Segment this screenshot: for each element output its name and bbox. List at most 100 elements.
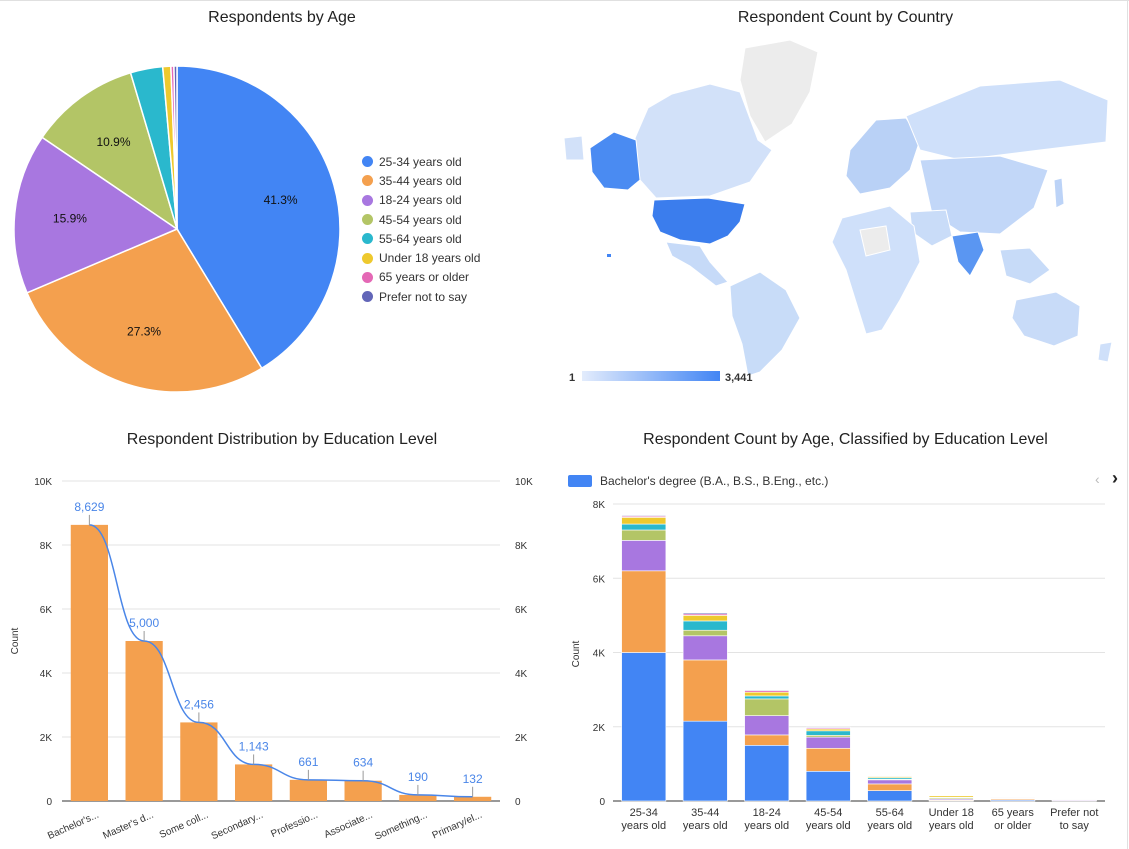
stack-segment-35-44-years-old-s4[interactable] [682,620,728,631]
stack-segment-55-64-years-old-s0[interactable] [867,790,913,802]
map-usa [651,197,746,245]
stack-segment-18-24-years-old-s0[interactable] [744,745,790,802]
legend-item-18-24-years-old[interactable]: 18-24 years old [362,191,480,210]
stack-segment-45-54-years-old-s7[interactable] [805,726,851,729]
legend-dot [362,156,373,168]
pie-slice-45-54-years-old[interactable] [41,71,179,231]
edu-bar-something[interactable] [399,794,437,801]
edu-ytick-left: 10K [34,477,52,488]
map-alaska [589,131,641,191]
edu-bar-some-coll[interactable] [180,722,218,801]
stack-segment-35-44-years-old-s3[interactable] [682,629,728,637]
stack-segment-25-34-years-old-s4[interactable] [621,523,667,531]
pie-slice-prefer-not-to-say[interactable] [173,65,178,230]
edu-bar-professio[interactable] [289,779,327,801]
legend-dot [362,252,373,264]
stack-category-label: 35-44 [691,807,719,819]
stack-segment-25-34-years-old-s2[interactable] [621,540,667,572]
stack-segment-45-54-years-old-s0[interactable] [805,770,851,802]
age-education-panel: Respondent Count by Age, Classified by E… [560,420,1127,849]
stack-segment-25-34-years-old-s3[interactable] [621,529,667,541]
legend-label: 18-24 years old [379,193,462,208]
map-siberia-tip [563,135,585,161]
education-bar-panel: Respondent Distribution by Education Lev… [0,420,560,849]
pie-title: Respondents by Age [208,9,356,26]
stack-segment-45-54-years-old-s2[interactable] [805,736,851,749]
legend-item-35-44-years-old[interactable]: 35-44 years old [362,171,480,190]
stack-category-label: Under 18 [929,807,974,819]
edu-category-label: Bachelor's... [46,810,100,842]
top-border [0,0,1129,1]
edu-category-label: Associate... [323,810,375,841]
stack-segment-25-34-years-old-s5[interactable] [621,517,667,525]
legend-swatch-bachelors [568,475,592,487]
edu-title: Respondent Distribution by Education Lev… [126,431,438,448]
stack-segment-18-24-years-old-s4[interactable] [744,695,790,700]
stack-segment-45-54-years-old-s1[interactable] [805,747,851,772]
stack-category-label: years old [867,820,912,832]
stack-segment-55-64-years-old-s1[interactable] [867,783,913,791]
stack-segment-18-24-years-old-s2[interactable] [744,715,790,736]
stack-category-label: Prefer not [1050,807,1098,819]
stack-segment-25-34-years-old-s7[interactable] [621,515,667,517]
map-africa [831,205,921,335]
stack-segment-35-44-years-old-s5[interactable] [682,615,728,622]
edu-ytick-left: 6K [40,605,53,616]
stack-category-label: years old [929,820,974,832]
stack-segment-55-64-years-old-s2[interactable] [867,779,913,785]
stack-segment-35-44-years-old-s2[interactable] [682,635,728,661]
stack-category-label: years old [744,820,789,832]
legend-item-55-64-years-old[interactable]: 55-64 years old [362,229,480,248]
pie-slice-18-24-years-old[interactable] [13,136,179,294]
stack-ytick: 6K [593,574,606,585]
stack-ytick: 4K [593,649,606,660]
stack-category-label: 55-64 [876,807,904,819]
stack-category-label: 25-34 [630,807,658,819]
map-europe [845,117,921,195]
legend-item-45-54-years-old[interactable]: 45-54 years old [362,210,480,229]
edu-data-label: 190 [408,770,428,784]
legend-item-25-34-years-old[interactable]: 25-34 years old [362,152,480,171]
stack-segment-25-34-years-old-s1[interactable] [621,570,667,653]
pie-slice-25-34-years-old[interactable] [176,65,341,370]
stack-category-label: to say [1060,820,1090,832]
legend-item-prefer-not-to-say[interactable]: Prefer not to say [362,287,480,306]
edu-ytick-left: 2K [40,733,53,744]
stack-category-label: years old [806,820,851,832]
legend-dot [362,271,373,283]
map-scale-min: 1 [569,372,575,384]
legend-item-65-years-or-older[interactable]: 65 years or older [362,268,480,287]
stack-segment-35-44-years-old-s7[interactable] [682,612,728,615]
pie-slice-35-44-years-old[interactable] [26,228,263,393]
legend-dot [362,291,373,303]
edu-bar-bachelor-s[interactable] [70,524,108,801]
stack-segment-35-44-years-old-s1[interactable] [682,659,728,722]
map-japan [1053,177,1065,209]
stack-segment-35-44-years-old-s0[interactable] [682,720,728,802]
stack-ytick: 2K [593,723,606,734]
edu-bar-master-s-d[interactable] [125,641,163,801]
world-map[interactable]: 1 3,441 [560,0,1127,400]
stack-segment-45-54-years-old-s4[interactable] [805,730,851,736]
edu-data-label: 661 [298,755,318,769]
edu-data-label: 132 [463,772,483,786]
stack-ytick: 8K [593,500,606,511]
stack-segment-18-24-years-old-s3[interactable] [744,698,790,716]
legend-next-icon[interactable]: › [1112,468,1118,488]
stack-category-label: or older [994,820,1032,832]
edu-bar-primary-el[interactable] [454,796,492,801]
stack-segment-18-24-years-old-s1[interactable] [744,734,790,746]
stack-segment-18-24-years-old-s5[interactable] [744,691,790,697]
legend-item-under-18-years-old[interactable]: Under 18 years old [362,248,480,267]
legend-label: 45-54 years old [379,212,462,227]
map-title: Respondent Count by Country [737,9,954,26]
legend-label-bachelors: Bachelor's degree (B.A., B.S., B.Eng., e… [600,474,829,488]
stack-segment-25-34-years-old-s0[interactable] [621,652,667,802]
legend-prev-icon[interactable]: ‹ [1095,471,1100,487]
stack-ylabel: Count [571,640,582,667]
stack-title: Respondent Count by Age, Classified by E… [643,431,1048,448]
map-greenland [739,39,819,143]
stack-segment-18-24-years-old-s7[interactable] [744,689,790,692]
edu-bar-associate[interactable] [344,780,382,801]
edu-bar-secondary[interactable] [235,764,273,801]
